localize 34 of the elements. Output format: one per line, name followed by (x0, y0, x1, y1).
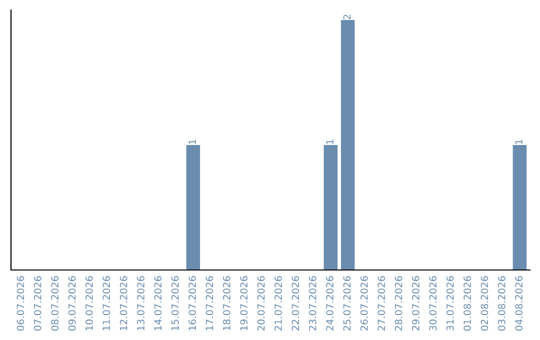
x-tick-label: 29.07.2026 (412, 276, 420, 331)
x-tick-label: 12.07.2026 (120, 276, 128, 330)
x-tick-label: 03.08.2026 (498, 276, 506, 331)
x-tick-label: 14.07.2026 (154, 276, 162, 330)
x-tick-label: 30.07.2026 (429, 276, 437, 330)
x-tick-label: 11.07.2026 (102, 276, 110, 330)
x-tick-label: 22.07.2026 (292, 276, 300, 331)
x-tick-label: 26.07.2026 (360, 276, 368, 331)
x-tick-label: 23.07.2026 (308, 276, 316, 331)
x-tick-label: 28.07.2026 (394, 276, 402, 331)
data-label: 1 (326, 140, 334, 144)
x-tick-label: 18.07.2026 (223, 276, 230, 330)
x-tick-label: 10.07.2026 (86, 276, 93, 330)
x-tick-label: 15.07.2026 (171, 276, 179, 330)
data-label: 2 (343, 14, 351, 20)
x-tick-label: 07.07.2026 (34, 276, 42, 331)
x-tick-label: 16.07.2026 (188, 276, 196, 330)
data-label: 1 (515, 140, 522, 144)
x-tick-label: 06.07.2026 (16, 276, 24, 331)
x-tick-label: 21.07.2026 (274, 276, 282, 331)
x-tick-label: 17.07.2026 (206, 276, 214, 330)
x-tick-label: 02.08.2026 (480, 276, 488, 331)
x-tick-label: 09.07.2026 (68, 276, 76, 331)
data-label: 1 (188, 140, 196, 144)
x-tick-label: 13.07.2026 (137, 276, 144, 330)
x-tick-label: 31.07.2026 (446, 276, 454, 330)
x-tick-label: 25.07.2026 (343, 276, 351, 331)
x-tick-label: 01.08.2026 (464, 276, 471, 331)
x-tick-label: 24.07.2026 (326, 276, 334, 331)
x-tick-label: 20.07.2026 (257, 276, 265, 331)
x-tick-label: 04.08.2026 (515, 276, 523, 331)
x-tick-label: 19.07.2026 (240, 276, 248, 330)
x-tick-label: 27.07.2026 (378, 276, 386, 331)
x-tick-label: 08.07.2026 (51, 276, 59, 331)
